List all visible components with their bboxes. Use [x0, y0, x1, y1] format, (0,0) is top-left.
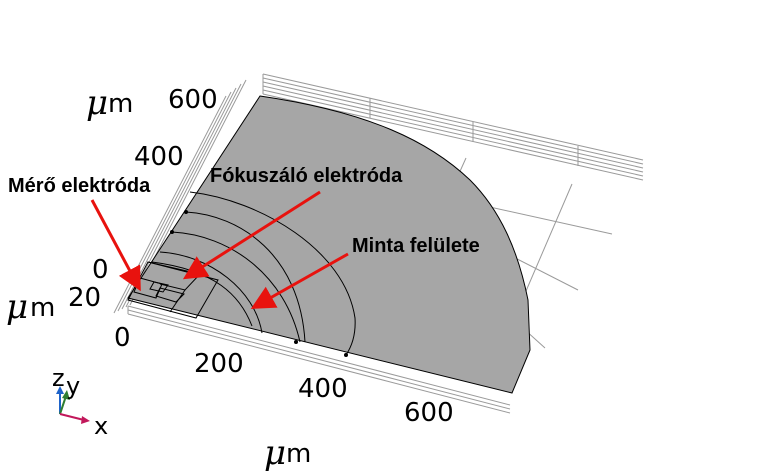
- y-tick-400: 400: [134, 142, 184, 172]
- sample-surface: [127, 95, 531, 394]
- y-tick-0: 0: [92, 255, 109, 285]
- z-tick-0: 0: [114, 323, 131, 353]
- label-fokuszalo-elektroda: Fókuszáló elektróda: [210, 165, 403, 187]
- z-axis-unit-mu: μ: [6, 287, 28, 327]
- triad-label-x: x: [94, 412, 108, 440]
- arc-markers: [170, 210, 348, 357]
- y-tick-600: 600: [168, 85, 218, 115]
- y-axis-unit-m: m: [108, 89, 133, 119]
- x-tick-400: 400: [298, 374, 348, 404]
- floor-front-edges: [127, 305, 511, 414]
- z-axis-unit-m: m: [30, 293, 55, 323]
- x-tick-200: 200: [194, 349, 244, 379]
- annotation-arrows: [90, 190, 349, 309]
- surface-arcs: [151, 191, 356, 356]
- arrow-mero: [90, 199, 141, 292]
- arrow-minta: [250, 252, 349, 309]
- x-axis-unit-m: m: [286, 439, 311, 469]
- label-minta-felulete: Minta felülete: [352, 235, 480, 257]
- z-tick-20: 20: [68, 283, 101, 313]
- orientation-triad: z y x: [52, 364, 108, 440]
- x-tick-600: 600: [404, 398, 454, 428]
- x-axis-unit-mu: μ: [264, 433, 286, 473]
- triad-label-z: z: [52, 364, 65, 392]
- y-axis-unit-mu: μ: [86, 83, 108, 123]
- triad-label-y: y: [66, 372, 80, 400]
- label-mero-elektroda: Mérő elektróda: [8, 175, 151, 197]
- arrow-fokuszalo: [182, 190, 321, 280]
